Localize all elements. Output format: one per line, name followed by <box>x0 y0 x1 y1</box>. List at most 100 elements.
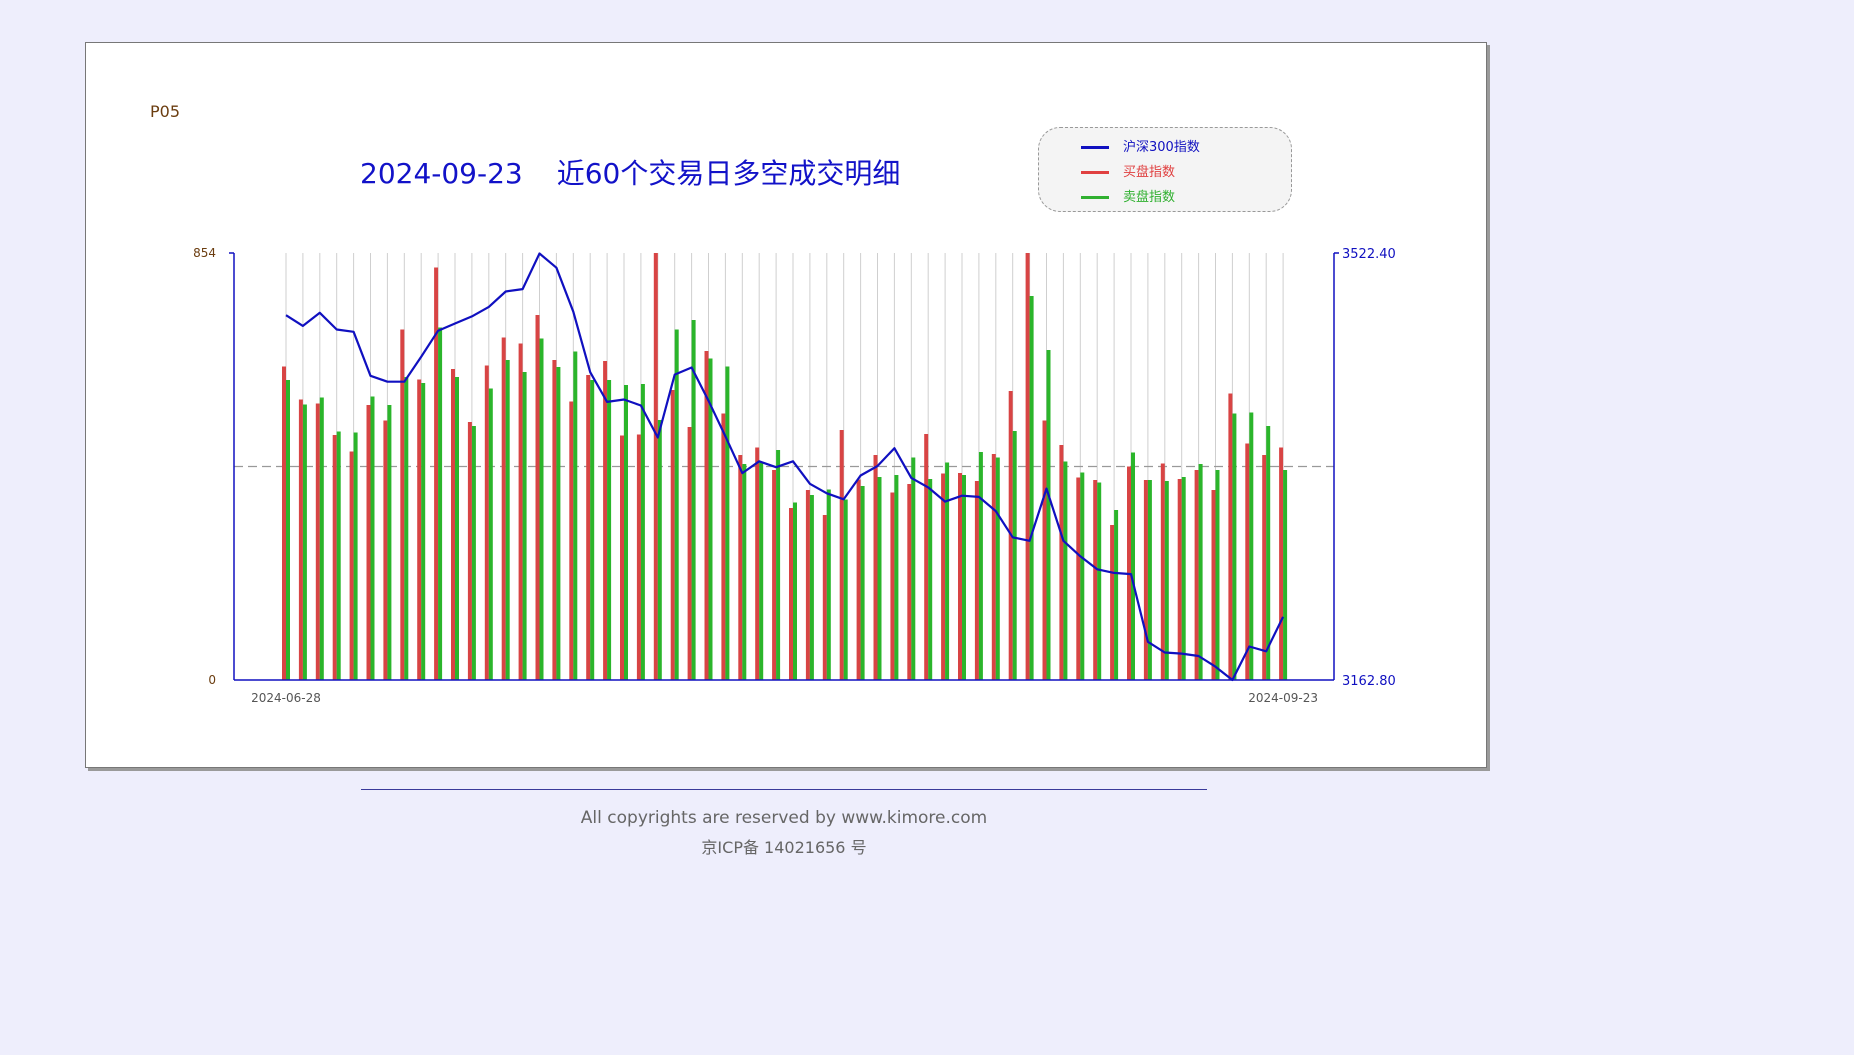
sell-bar <box>978 452 983 680</box>
buy-bar <box>1279 447 1284 680</box>
buy-bar <box>535 315 540 680</box>
sell-bar <box>708 358 713 680</box>
sell-bar <box>640 384 645 680</box>
buy-bar <box>1177 479 1182 680</box>
buy-bar <box>467 422 472 680</box>
buy-bar <box>755 447 760 680</box>
buy-bar <box>1160 463 1165 680</box>
sell-bar <box>674 329 679 680</box>
sell-bar <box>843 499 848 680</box>
right-axis-min-label: 3162.80 <box>1342 674 1396 689</box>
sell-bar <box>353 432 358 680</box>
buy-bar <box>518 343 523 680</box>
legend-swatch-buy <box>1081 171 1109 174</box>
buy-bar <box>298 399 303 680</box>
x-tick-label-end: 2024-09-23 <box>1248 691 1318 705</box>
sell-bar <box>809 495 814 680</box>
buy-bar <box>400 329 405 680</box>
buy-bar <box>1245 443 1250 680</box>
sell-bar <box>556 367 561 680</box>
sell-bar <box>945 462 950 680</box>
sell-bar <box>471 426 476 680</box>
buy-bar <box>603 361 608 680</box>
buy-bar <box>873 455 878 680</box>
right-axis-max-label: 3522.40 <box>1342 247 1396 262</box>
sell-bar <box>1283 470 1288 680</box>
buy-bar <box>822 515 827 680</box>
buy-bar <box>1025 253 1030 680</box>
copyright-text: All copyrights are reserved by www.kimor… <box>580 808 988 828</box>
sell-bar <box>404 377 409 680</box>
buy-bar <box>1059 445 1064 680</box>
sell-bar <box>286 380 290 680</box>
buy-bar <box>924 434 929 680</box>
legend-label-sell: 卖盘指数 <box>1123 190 1176 205</box>
sell-bar <box>1215 470 1220 680</box>
sell-bar <box>962 475 966 680</box>
sell-bar <box>826 489 831 680</box>
buy-bar <box>907 484 912 680</box>
sell-bar <box>860 486 865 680</box>
buy-bar <box>704 351 709 680</box>
buy-bar <box>890 492 895 680</box>
sell-bar <box>455 377 459 680</box>
buy-bar <box>586 375 591 680</box>
chart-code-label: P05 <box>150 102 181 121</box>
sell-bar <box>911 457 916 680</box>
legend-label-index: 沪深300指数 <box>1123 140 1200 155</box>
buy-bar <box>620 435 624 680</box>
sell-bar <box>387 405 392 680</box>
sell-bar <box>624 385 628 680</box>
buy-bar <box>282 366 286 680</box>
sell-bar <box>1181 477 1186 680</box>
buy-bar <box>569 401 574 680</box>
buy-bar <box>941 473 946 680</box>
sell-bar <box>928 479 933 680</box>
legend-swatch-index <box>1081 146 1109 149</box>
buy-bar <box>991 454 996 680</box>
title-date: 2024-09-23 <box>360 157 523 190</box>
icp-license-text: 京ICP备 14021656 号 <box>701 838 867 857</box>
sell-bar <box>505 360 510 680</box>
legend-swatch-sell <box>1081 196 1109 199</box>
sell-bar <box>1046 350 1051 680</box>
sell-bar <box>691 320 696 680</box>
sell-bar <box>1012 431 1017 680</box>
legend-label-buy: 买盘指数 <box>1123 165 1176 180</box>
chart-plot: 854 0 3522.40 3162.80 2024-06-28 2024-09-23 <box>193 246 1396 705</box>
index-line <box>285 252 1285 682</box>
sell-bar <box>1097 482 1102 680</box>
sell-bar <box>539 338 544 680</box>
sell-bar <box>1147 480 1152 680</box>
buy-bar <box>738 455 743 680</box>
sell-bar <box>607 380 612 680</box>
sell-bar <box>894 475 899 680</box>
buy-bar <box>839 430 844 680</box>
sell-bar <box>336 431 341 680</box>
buy-bar <box>417 379 422 680</box>
buy-bar <box>484 365 489 680</box>
buy-bar <box>974 481 979 680</box>
buy-bar <box>349 451 354 680</box>
title-text: 近60个交易日多空成交明细 <box>556 157 901 190</box>
sell-bar <box>590 380 595 680</box>
buy-bar <box>1093 480 1098 680</box>
buy-bar <box>1262 455 1267 680</box>
sell-bar <box>302 404 307 680</box>
legend-item-index: 沪深300指数 <box>1081 136 1200 155</box>
buy-bar <box>366 405 371 680</box>
left-axis-min-label: 0 <box>208 673 216 687</box>
sell-bar <box>742 464 747 680</box>
sell-bar <box>995 457 1000 680</box>
buy-bar <box>501 337 506 680</box>
buy-bar <box>1211 490 1216 680</box>
buy-bar <box>383 420 388 680</box>
buy-bar <box>315 403 320 680</box>
sell-bar <box>877 477 882 680</box>
left-axis-max-label: 854 <box>193 246 216 260</box>
buy-bar <box>772 470 777 680</box>
sell-bar <box>1131 452 1135 680</box>
buy-bar <box>552 360 557 680</box>
x-tick-label-start: 2024-06-28 <box>251 691 321 705</box>
legend-item-buy: 买盘指数 <box>1081 161 1175 180</box>
